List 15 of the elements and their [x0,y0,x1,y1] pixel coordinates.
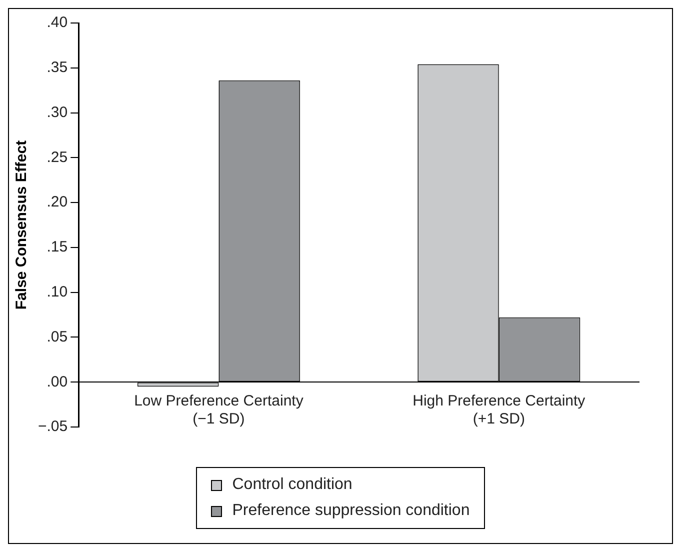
y-tick-label: .10 [46,283,68,300]
legend-label: Control condition [232,475,352,495]
legend-label: Preference suppression condition [232,501,470,521]
y-tick-label: −.05 [38,418,68,436]
y-tick-label: .00 [46,373,68,390]
y-tick-label: .25 [46,148,68,166]
y-axis-title: False Consensus Effect [13,140,30,310]
y-tick-label: .30 [46,104,68,121]
y-tick-label: .35 [46,59,68,76]
x-tick-label: High Preference Certainty (+1 SD) [412,392,586,428]
y-tick-label: .05 [46,328,68,346]
y-tick-label: .20 [46,194,68,211]
y-tick-label: .40 [46,14,68,32]
x-tick-label: Low Preference Certainty (−1 SD) [134,392,304,428]
y-tick-label: .15 [46,238,68,256]
